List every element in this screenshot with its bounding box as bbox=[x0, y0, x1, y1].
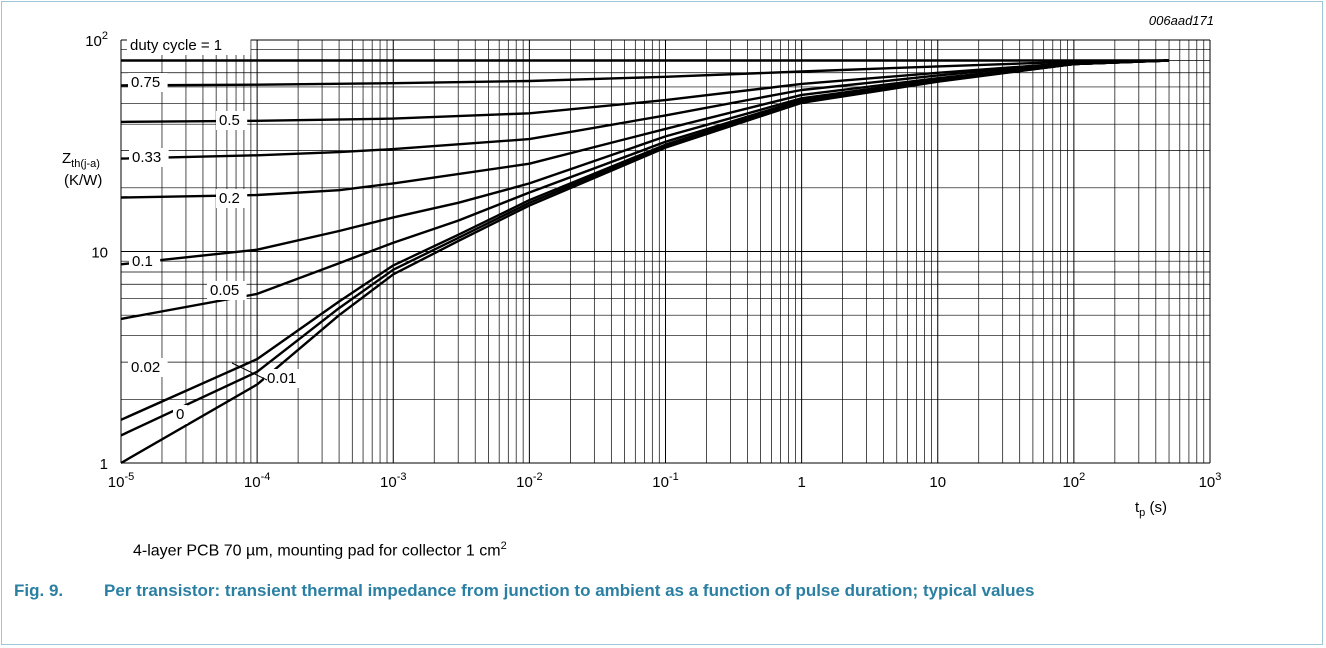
x-tick-exponent: 3 bbox=[1215, 471, 1221, 483]
curve-label-bg bbox=[264, 369, 304, 388]
curve-label-9: 0 bbox=[176, 406, 184, 423]
x-tick-base: 1 bbox=[797, 474, 805, 491]
curve-9 bbox=[120, 59, 1170, 465]
x-tick-label-5: 1 bbox=[797, 474, 805, 491]
curve-label-bg bbox=[129, 148, 169, 167]
pcb-note: 4-layer PCB 70 µm, mounting pad for coll… bbox=[133, 540, 507, 560]
curve-label-5: 0.1 bbox=[132, 253, 153, 270]
curve-label-bg bbox=[127, 36, 251, 55]
x-tick-exponent: -1 bbox=[669, 471, 679, 483]
x-tick-base: 10 bbox=[380, 474, 397, 491]
curve-6 bbox=[120, 59, 1170, 321]
curve-1 bbox=[120, 59, 1170, 87]
chart-curves bbox=[120, 59, 1170, 465]
y-tick-label-2: 102 bbox=[85, 30, 108, 50]
y-axis-unit: (K/W) bbox=[64, 172, 102, 189]
curve-label-6: 0.05 bbox=[210, 282, 239, 299]
curve-label-8: 0.01 bbox=[267, 370, 296, 387]
thermal-impedance-chart: duty cycle = 1 0.75 0.5 0.33 0.2 0.1 0.05 0.02 0… bbox=[62, 30, 1221, 519]
curve-4 bbox=[120, 59, 1170, 199]
y-axis-title: Zth(j-a) bbox=[62, 150, 100, 170]
figure-id: 006aad171 bbox=[1148, 13, 1214, 28]
curve-5 bbox=[120, 59, 1170, 266]
y-tick-label-0: 1 bbox=[100, 456, 108, 473]
x-tick-base: 10 bbox=[108, 474, 125, 491]
x-tick-exponent: -4 bbox=[261, 471, 271, 483]
x-tick-exponent: -3 bbox=[397, 471, 407, 483]
chart-axis-titles: Zth(j-a) (K/W) tp (s) bbox=[62, 150, 1167, 519]
curve-label-bg bbox=[207, 281, 247, 300]
chart-grid bbox=[120, 39, 1211, 464]
curve-label-bg bbox=[216, 111, 248, 130]
x-tick-label-4: 10-1 bbox=[652, 471, 678, 491]
x-tick-label-2: 10-3 bbox=[380, 471, 406, 491]
curve-label-0: duty cycle = 1 bbox=[130, 37, 222, 54]
y-tick-label-1: 10 bbox=[91, 245, 108, 262]
x-tick-label-3: 10-2 bbox=[516, 471, 542, 491]
curve-label-2: 0.5 bbox=[219, 112, 240, 129]
x-axis-title: tp (s) bbox=[1135, 499, 1167, 519]
x-tick-label-1: 10-4 bbox=[244, 471, 270, 491]
figure-number: Fig. 9. bbox=[14, 581, 64, 600]
curve-label-bg bbox=[216, 189, 248, 208]
pcb-note-text: 4-layer PCB 70 µm, mounting pad for coll… bbox=[133, 542, 501, 560]
x-tick-exponent: -5 bbox=[124, 471, 134, 483]
y-tick-base: 1 bbox=[100, 456, 108, 473]
x-tick-label-8: 103 bbox=[1199, 471, 1222, 491]
curve-label-1: 0.75 bbox=[131, 74, 160, 91]
curve-label-bg bbox=[128, 73, 168, 92]
curve-3 bbox=[120, 59, 1170, 160]
x-tick-label-7: 102 bbox=[1062, 471, 1085, 491]
x-tick-base: 10 bbox=[652, 474, 669, 491]
x-tick-base: 10 bbox=[929, 474, 946, 491]
figure-caption-text: Per transistor: transient thermal impeda… bbox=[104, 581, 1035, 600]
y-tick-base: 10 bbox=[91, 245, 108, 262]
x-tick-exponent: -2 bbox=[533, 471, 543, 483]
x-tick-base: 10 bbox=[244, 474, 261, 491]
curve-label-4: 0.2 bbox=[219, 190, 240, 207]
curve-label-7: 0.02 bbox=[131, 359, 160, 376]
curve-label-bg bbox=[128, 358, 168, 377]
curve-label-bg bbox=[129, 252, 161, 271]
curve-label-3: 0.33 bbox=[132, 149, 161, 166]
y-tick-exponent: 2 bbox=[102, 30, 108, 42]
curve-label-bg bbox=[173, 405, 188, 424]
x-tick-base: 10 bbox=[516, 474, 533, 491]
x-tick-base: 10 bbox=[1199, 474, 1216, 491]
y-tick-base: 10 bbox=[85, 33, 102, 50]
x-tick-label-6: 10 bbox=[929, 474, 946, 491]
leader-line-0-01 bbox=[231, 362, 268, 381]
x-tick-exponent: 2 bbox=[1079, 471, 1085, 483]
x-tick-label-0: 10-5 bbox=[108, 471, 134, 491]
chart-curve-labels: duty cycle = 1 0.75 0.5 0.33 0.2 0.1 0.05 0.02 0… bbox=[127, 36, 304, 424]
x-tick-base: 10 bbox=[1062, 474, 1079, 491]
pcb-note-superscript: 2 bbox=[500, 540, 507, 552]
